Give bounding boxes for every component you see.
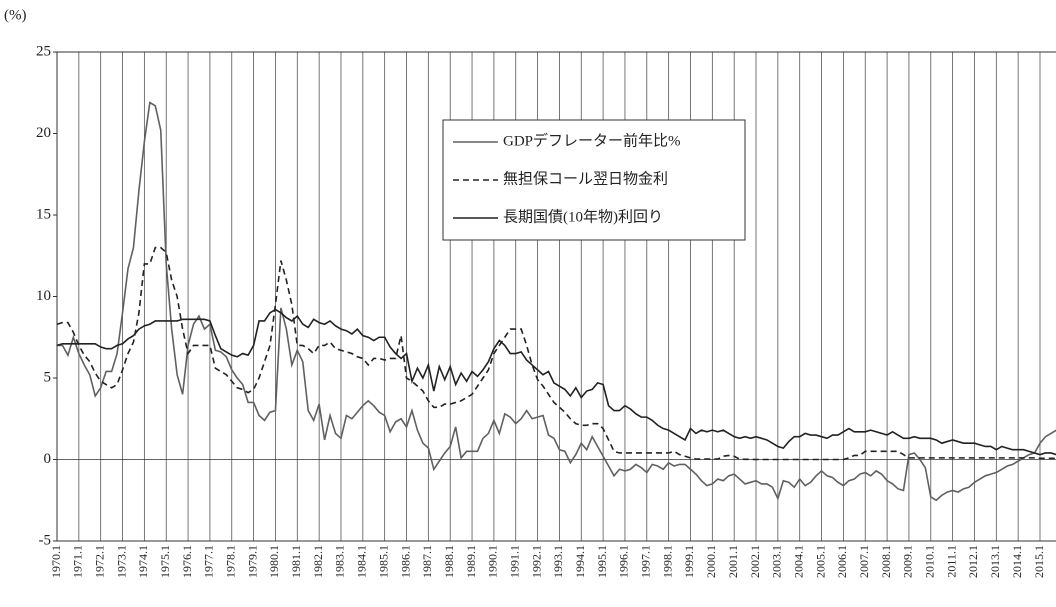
x-tick-label: 1977.1 [202, 545, 216, 578]
x-tick-label: 2011.1 [944, 545, 958, 578]
y-tick-label: 15 [36, 206, 51, 222]
x-tick-label: 1981.1 [289, 545, 303, 578]
x-tick-label: 2008.1 [879, 545, 893, 578]
x-tick-label: 1995.1 [595, 545, 609, 578]
y-tick-label: 5 [44, 369, 52, 385]
x-tick-label: 1975.1 [158, 545, 172, 578]
x-tick-label: 1993.1 [551, 545, 565, 578]
x-tick-label: 1990.1 [486, 545, 500, 578]
y-axis-label: (%) [4, 7, 27, 23]
series-line [56, 308, 1056, 456]
y-tick-label: 0 [44, 451, 52, 467]
x-tick-label: 1983.1 [333, 545, 347, 578]
x-tick-label: 1974.1 [136, 545, 150, 578]
legend-label: GDPデフレーター前年比% [503, 131, 681, 149]
x-tick-label: 1978.1 [224, 545, 238, 578]
x-tick-label: 1989.1 [464, 545, 478, 578]
x-tick-label: 1987.1 [420, 545, 434, 578]
x-tick-label: 2005.1 [813, 545, 827, 578]
x-tick-label: 1973.1 [114, 545, 128, 578]
x-tick-label: 2004.1 [791, 545, 805, 578]
y-tick-label: -5 [39, 532, 52, 548]
y-tick-label: 25 [36, 43, 51, 59]
x-tick-label: 1985.1 [376, 545, 390, 578]
y-tick-label: 10 [36, 288, 51, 304]
x-tick-label: 2000.1 [704, 545, 718, 578]
x-tick-label: 1976.1 [180, 545, 194, 578]
x-tick-label: 2010.1 [923, 545, 937, 578]
x-tick-label: 1980.1 [267, 545, 281, 578]
x-tick-label: 2012.1 [966, 545, 980, 578]
x-tick-label: 2013.1 [988, 545, 1002, 578]
x-tick-label: 1998.1 [660, 545, 674, 578]
x-tick-label: 1979.1 [245, 545, 259, 578]
series-line [56, 246, 1056, 461]
legend-label: 長期国債(10年物)利回り [503, 208, 663, 225]
x-tick-label: 1994.1 [573, 545, 587, 578]
legend-label: 無担保コール翌日物金利 [503, 170, 668, 187]
x-tick-label: 1984.1 [355, 545, 369, 578]
x-tick-label: 2009.1 [901, 545, 915, 578]
x-tick-label: 1999.1 [682, 545, 696, 578]
y-tick-label: 20 [36, 125, 51, 141]
x-tick-label: 1986.1 [398, 545, 412, 578]
x-tick-label: 2014.1 [1010, 545, 1024, 578]
x-tick-label: 2003.1 [770, 545, 784, 578]
x-tick-label: 2006.1 [835, 545, 849, 578]
x-tick-label: 2001.1 [726, 545, 740, 578]
x-tick-label: 1971.1 [71, 545, 85, 578]
x-tick-label: 1972.1 [92, 545, 106, 578]
x-tick-label: 1988.1 [442, 545, 456, 578]
x-tick-label: 2007.1 [857, 545, 871, 578]
x-tick-label: 2015.1 [1032, 545, 1046, 578]
x-tick-label: 1996.1 [617, 545, 631, 578]
x-tick-label: 1991.1 [507, 545, 521, 578]
x-tick-label: 1970.1 [49, 545, 63, 578]
x-tick-label: 2002.1 [748, 545, 762, 578]
x-tick-label: 1982.1 [311, 545, 325, 578]
x-tick-label: 1997.1 [639, 545, 653, 578]
series-line [57, 101, 1056, 502]
x-tick-label: 1992.1 [529, 545, 543, 578]
